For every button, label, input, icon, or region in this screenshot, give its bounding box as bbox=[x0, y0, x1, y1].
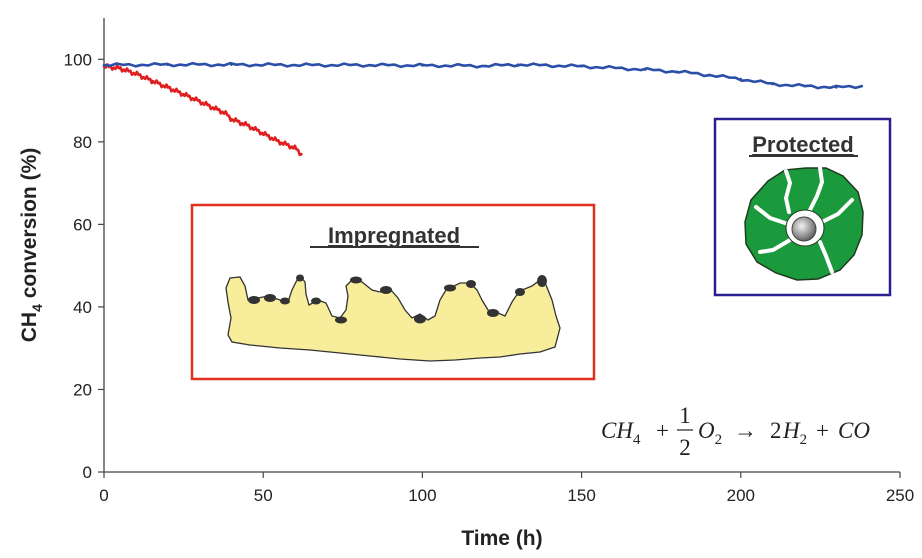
series-1-point bbox=[516, 63, 520, 66]
series-0-point bbox=[261, 132, 265, 135]
series-group bbox=[102, 61, 864, 157]
eq-arrow: → bbox=[734, 418, 757, 443]
eq-o-main: O bbox=[698, 418, 715, 443]
y-axis-title-sub: 4 bbox=[29, 304, 45, 312]
crack bbox=[754, 205, 790, 226]
y-axis-title-main: CH bbox=[18, 312, 41, 342]
series-1-point bbox=[102, 63, 106, 67]
impregnated-inset-title: Impregnated bbox=[328, 223, 460, 248]
series-0-point bbox=[230, 117, 233, 121]
crack bbox=[818, 240, 834, 274]
series-1-point bbox=[643, 68, 647, 71]
series-0-point bbox=[134, 72, 138, 76]
tick-group: 0 50 100 150 200 250 0 20 40 60 80 100 bbox=[64, 50, 915, 505]
series-0-point bbox=[214, 107, 217, 111]
crack bbox=[808, 166, 825, 212]
series-0-point bbox=[182, 93, 185, 96]
reaction-equation: CH4 + 1 2 O2 → 2 H2 + CO bbox=[601, 403, 870, 460]
particle bbox=[264, 294, 276, 302]
series-1-point bbox=[293, 63, 297, 67]
particle bbox=[380, 286, 392, 294]
series-0-point bbox=[293, 146, 297, 150]
y-tick-label: 0 bbox=[83, 463, 92, 482]
eq-o-sub: 2 bbox=[715, 432, 723, 448]
crack bbox=[758, 238, 792, 254]
series-1-point bbox=[835, 86, 838, 89]
particle bbox=[487, 309, 499, 317]
x-tick-label: 100 bbox=[408, 486, 436, 505]
eq-coef: 2 bbox=[770, 418, 782, 443]
eq-ch-sub: 4 bbox=[633, 432, 641, 448]
series-1-point bbox=[675, 70, 679, 73]
series-0-point bbox=[245, 124, 249, 127]
series-1-point bbox=[357, 63, 361, 67]
series-1-point bbox=[860, 84, 864, 88]
protected-cracks bbox=[754, 166, 854, 274]
series-0-point bbox=[166, 86, 169, 89]
series-0-point bbox=[300, 152, 303, 156]
series-1-point bbox=[739, 77, 743, 81]
impregnated-particles bbox=[248, 274, 547, 324]
particle bbox=[414, 314, 426, 324]
eq-h2: H2 bbox=[782, 418, 807, 448]
eq-frac-num: 1 bbox=[679, 403, 691, 428]
impregnated-inset: Impregnated bbox=[190, 203, 596, 381]
series-1-point bbox=[166, 63, 169, 66]
series-1-point bbox=[803, 84, 806, 88]
series-1-point bbox=[421, 64, 424, 67]
eq-ch4: CH4 bbox=[601, 418, 641, 448]
y-tick-label: 80 bbox=[73, 133, 92, 152]
particle bbox=[466, 280, 476, 288]
y-axis-title-rest: conversion (%) bbox=[18, 148, 41, 304]
eq-plus-1: + bbox=[656, 418, 669, 443]
eq-frac-den: 2 bbox=[679, 435, 691, 460]
y-tick-label: 60 bbox=[73, 215, 92, 234]
impregnated-support-shape bbox=[225, 274, 561, 362]
particle bbox=[280, 297, 290, 305]
particle bbox=[296, 274, 304, 282]
series-line-1 bbox=[103, 61, 863, 90]
eq-co: CO bbox=[838, 418, 870, 443]
x-tick-label: 250 bbox=[886, 486, 914, 505]
series-0-point bbox=[277, 140, 281, 144]
particle bbox=[444, 284, 456, 292]
eq-ch-main: CH bbox=[601, 418, 634, 443]
series-1-point bbox=[484, 64, 488, 68]
series-0-point bbox=[223, 111, 227, 115]
y-tick-label: 100 bbox=[64, 50, 92, 69]
x-tick-label: 50 bbox=[254, 486, 273, 505]
series-1-point bbox=[707, 73, 711, 77]
particle bbox=[311, 297, 321, 305]
particle bbox=[248, 296, 260, 304]
eq-o2: O2 bbox=[698, 418, 722, 448]
series-0-point bbox=[118, 67, 122, 70]
particle bbox=[335, 316, 347, 324]
protected-inset: Protected bbox=[713, 117, 892, 297]
series-line-0 bbox=[103, 63, 302, 157]
crack bbox=[783, 169, 793, 214]
x-axis-title: Time (h) bbox=[461, 527, 542, 550]
series-1-point bbox=[580, 64, 583, 68]
eq-h-sub: 2 bbox=[800, 432, 808, 448]
series-1-point bbox=[771, 82, 774, 86]
crack bbox=[820, 198, 854, 224]
series-1-point bbox=[230, 63, 233, 66]
particle bbox=[537, 275, 547, 287]
x-tick-label: 0 bbox=[99, 486, 108, 505]
y-tick-label: 20 bbox=[73, 380, 92, 399]
series-0-point bbox=[150, 79, 154, 83]
particle bbox=[350, 276, 362, 284]
y-axis-title: CH4 conversion (%) bbox=[18, 148, 45, 343]
eq-plus-2: + bbox=[816, 418, 829, 443]
protected-core-particle bbox=[791, 216, 817, 242]
y-tick-label: 40 bbox=[73, 298, 92, 317]
series-0-point bbox=[198, 100, 201, 103]
protected-inset-title: Protected bbox=[752, 132, 853, 157]
x-tick-label: 200 bbox=[727, 486, 755, 505]
x-tick-label: 150 bbox=[567, 486, 595, 505]
eq-h-main: H bbox=[782, 418, 801, 443]
particle bbox=[515, 288, 525, 296]
